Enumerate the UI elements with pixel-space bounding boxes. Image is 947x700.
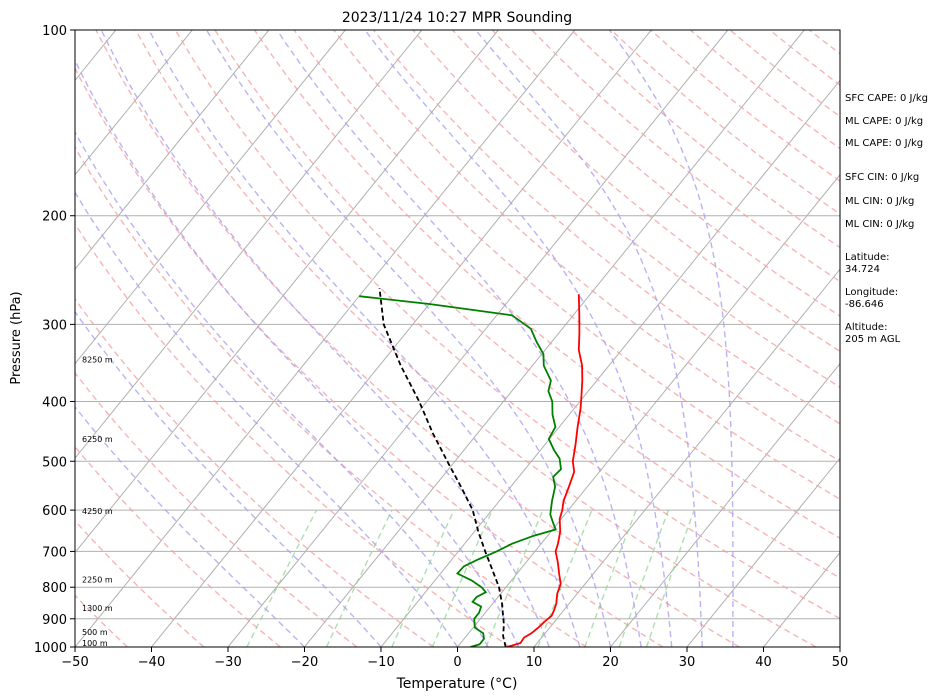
moist-adiabat	[364, 30, 673, 647]
sfc-cin-label: SFC CIN: 0 J/kg	[845, 172, 920, 183]
y-tick-label: 300	[42, 318, 67, 333]
grid-layer	[75, 30, 947, 647]
isotherm	[380, 79, 840, 647]
parcel-line	[378, 287, 507, 647]
height-label: 2250 m	[82, 576, 113, 585]
x-tick-label: −40	[138, 655, 165, 670]
dry-adiabat	[928, 30, 947, 647]
tick-layer: −50 −40 −30 −20 −10 0 10 20 30 40 50 100 200 300 400 50…	[34, 24, 848, 670]
dry-adiabat	[214, 30, 840, 579]
isotherm	[227, 30, 729, 647]
y-tick-label: 1000	[34, 641, 67, 656]
dry-adiabat	[75, 222, 511, 647]
dry-adiabat	[452, 30, 840, 353]
dry-adiabat	[372, 30, 840, 425]
x-tick-label: −50	[61, 655, 88, 670]
moist-adiabat	[148, 30, 581, 647]
y-tick-label: 100	[42, 24, 67, 39]
dry-adiabat	[134, 30, 817, 647]
x-axis-label: Temperature (°C)	[396, 676, 518, 692]
series-layer	[359, 287, 584, 647]
x-tick-label: 40	[755, 655, 772, 670]
moist-adiabat	[75, 191, 459, 647]
height-label: 500 m	[82, 628, 108, 637]
height-label: 4250 m	[82, 507, 113, 516]
y-tick-label: 500	[42, 455, 67, 470]
mixing-ratio-line	[325, 509, 393, 647]
isotherm	[75, 30, 576, 647]
dry-adiabat	[253, 30, 840, 539]
mixing-ratio-line	[584, 509, 637, 647]
isotherm	[610, 362, 840, 647]
plot-frame	[74, 29, 841, 648]
mixing-ratio-line	[391, 509, 455, 647]
moist-adiabat	[100, 30, 550, 647]
mixing-ratio-line	[485, 509, 544, 647]
height-label: 6250 m	[82, 435, 113, 444]
dry-adiabat	[75, 297, 434, 647]
dry-adiabat	[75, 445, 281, 647]
chart-title: 2023/11/24 10:27 MPR Sounding	[342, 10, 572, 26]
isotherm	[75, 30, 423, 459]
x-tick-label: −30	[214, 655, 241, 670]
dry-adiabat	[293, 30, 840, 500]
dry-adiabat	[75, 371, 358, 647]
longitude-label: Longitude: -86.646	[845, 287, 899, 310]
moist-adiabat	[75, 405, 305, 647]
x-tick-label: 20	[602, 655, 619, 670]
mixing-ratio-line	[246, 509, 318, 647]
ml-cin-label-2: ML CIN: 0 J/kg	[845, 219, 915, 230]
height-label: 1300 m	[82, 604, 113, 613]
height-labels: 100 m 500 m 1300 m 2250 m 4250 m 6250 m 8250 m	[82, 355, 113, 647]
dry-adiabat	[75, 146, 587, 647]
moist-adiabat	[75, 130, 489, 647]
dry-adiabat	[75, 66, 664, 647]
dry-adiabat	[412, 30, 840, 389]
y-tick-label: 600	[42, 504, 67, 519]
moist-adiabat	[75, 310, 382, 647]
isotherm	[686, 457, 840, 647]
dewpoint-line	[359, 295, 562, 647]
y-tick-label: 800	[42, 581, 67, 596]
y-tick-label: 700	[42, 545, 67, 560]
dry-adiabat	[75, 594, 128, 647]
x-tick-label: 0	[453, 655, 461, 670]
mixing-ratio-line	[645, 509, 695, 647]
isotherm	[75, 30, 270, 271]
ml-cape-label-2: ML CAPE: 0 J/kg	[845, 138, 924, 149]
isotherm	[75, 30, 346, 365]
isotherm	[75, 30, 499, 554]
y-tick-label: 900	[42, 613, 67, 628]
mixing-ratio-line	[537, 509, 593, 647]
moist-adiabat	[205, 30, 612, 647]
mixing-ratio-line	[618, 509, 670, 647]
height-label: 8250 m	[82, 355, 113, 364]
moist-adiabat	[75, 58, 520, 647]
x-tick-label: −10	[367, 655, 394, 670]
x-tick-label: 50	[832, 655, 849, 670]
y-tick-label: 400	[42, 395, 67, 410]
isotherm	[533, 268, 840, 647]
x-tick-label: 10	[526, 655, 543, 670]
dry-adiabat	[174, 30, 840, 620]
x-tick-label: 30	[679, 655, 696, 670]
isotherm	[151, 30, 652, 647]
altitude-label: Altitude: 205 m AGL	[845, 322, 901, 345]
isotherm	[75, 30, 193, 176]
temperature-line	[506, 294, 584, 647]
mixing-ratio-line	[431, 509, 493, 647]
latitude-label: Latitude: 34.724	[845, 252, 890, 275]
y-tick-label: 200	[42, 210, 67, 225]
y-axis-label: Pressure (hPa)	[9, 291, 24, 384]
dry-adiabat	[75, 519, 205, 647]
moist-adiabat	[475, 30, 703, 647]
ml-cin-label: ML CIN: 0 J/kg	[845, 196, 915, 207]
height-label: 100 m	[82, 639, 108, 648]
x-tick-label: −20	[291, 655, 318, 670]
sfc-cape-label: SFC CAPE: 0 J/kg	[845, 93, 928, 104]
isotherm	[304, 30, 805, 647]
ml-cape-label: ML CAPE: 0 J/kg	[845, 116, 924, 127]
moist-adiabat	[608, 30, 734, 647]
